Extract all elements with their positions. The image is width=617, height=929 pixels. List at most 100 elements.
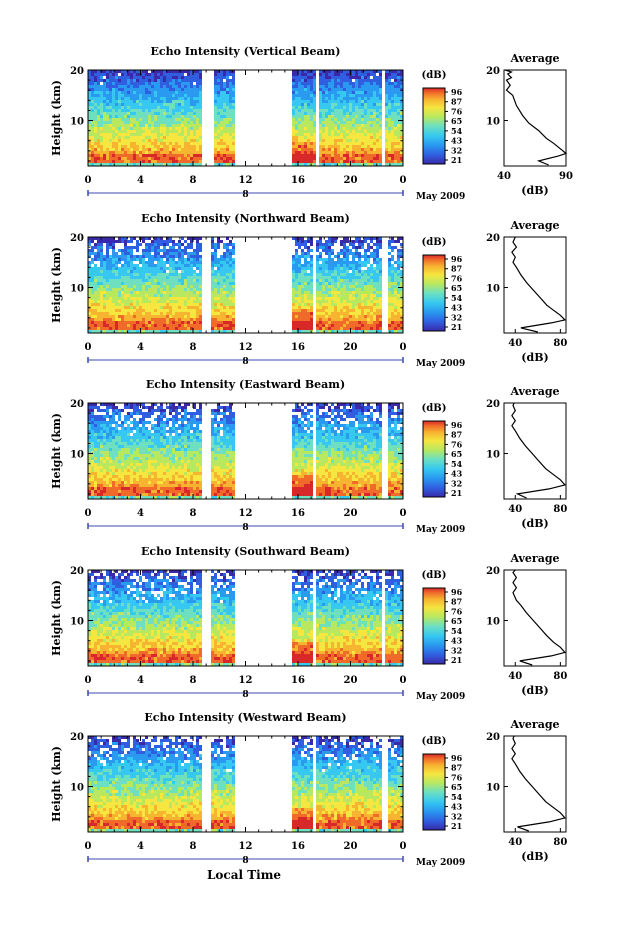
heatmap-cell — [103, 291, 106, 294]
heatmap-cell — [226, 76, 229, 79]
heatmap-cell — [367, 276, 370, 279]
heatmap-cell — [115, 139, 118, 142]
heatmap-cell — [388, 79, 391, 82]
heatmap-cell — [157, 240, 160, 243]
heatmap-cell — [352, 118, 355, 121]
heatmap-cell — [295, 151, 298, 154]
heatmap-cell — [103, 261, 106, 264]
heatmap-cell — [217, 267, 220, 270]
heatmap-cell — [301, 321, 304, 324]
heatmap-cell — [199, 73, 202, 76]
heatmap-cell — [319, 246, 322, 249]
heatmap-cell — [385, 151, 388, 154]
heatmap-cell — [112, 103, 115, 106]
heatmap-cell — [400, 136, 403, 139]
heatmap-cell — [115, 91, 118, 94]
heatmap-cell — [217, 121, 220, 124]
heatmap-cell — [115, 82, 118, 85]
heatmap-cell — [148, 282, 151, 285]
heatmap-cell — [91, 324, 94, 327]
heatmap-cell — [226, 100, 229, 103]
heatmap-cell — [220, 294, 223, 297]
heatmap-cell — [376, 264, 379, 267]
heatmap-cell — [187, 103, 190, 106]
heatmap-cell — [292, 324, 295, 327]
heatmap-cell — [214, 112, 217, 115]
heatmap-cell — [379, 106, 382, 109]
heatmap-cell — [172, 133, 175, 136]
heatmap-cell — [133, 300, 136, 303]
heatmap-cell — [394, 273, 397, 276]
heatmap-cell — [295, 73, 298, 76]
heatmap-cell — [124, 246, 127, 249]
heatmap-cell — [319, 148, 322, 151]
heatmap-cell — [187, 112, 190, 115]
heatmap-cell — [136, 273, 139, 276]
heatmap-cell — [130, 303, 133, 306]
heatmap-cell — [100, 324, 103, 327]
heatmap-cell — [88, 294, 91, 297]
heatmap-cell — [316, 273, 319, 276]
heatmap-cell — [187, 151, 190, 154]
heatmap-cell — [91, 321, 94, 324]
heatmap-cell — [178, 327, 181, 330]
heatmap-cell — [232, 243, 235, 246]
heatmap-cell — [397, 133, 400, 136]
heatmap-cell — [223, 142, 226, 145]
heatmap-cell — [103, 151, 106, 154]
heatmap-cell — [337, 294, 340, 297]
heatmap-cell — [319, 324, 322, 327]
heatmap-cell — [142, 130, 145, 133]
heatmap-cell — [196, 130, 199, 133]
heatmap-cell — [148, 300, 151, 303]
heatmap-cell — [145, 163, 148, 166]
heatmap-cell — [166, 130, 169, 133]
heatmap-cell — [367, 303, 370, 306]
heatmap-cell — [109, 115, 112, 118]
heatmap-cell — [310, 97, 313, 100]
heatmap-cell — [304, 252, 307, 255]
heatmap-cell — [94, 309, 97, 312]
heatmap-cell — [352, 291, 355, 294]
heatmap-cell — [175, 273, 178, 276]
heatmap-cell — [133, 136, 136, 139]
heatmap-cell — [331, 321, 334, 324]
heatmap-cell — [346, 240, 349, 243]
heatmap-cell — [142, 270, 145, 273]
heatmap-cell — [298, 85, 301, 88]
heatmap-cell — [376, 94, 379, 97]
heatmap-cell — [187, 270, 190, 273]
heatmap-cell — [100, 151, 103, 154]
heatmap-cell — [97, 145, 100, 148]
heatmap-cell — [196, 243, 199, 246]
heatmap-cell — [109, 327, 112, 330]
heatmap-cell — [316, 321, 319, 324]
heatmap-cell — [373, 115, 376, 118]
heatmap-cell — [97, 315, 100, 318]
heatmap-cell — [313, 142, 316, 145]
heatmap-cell — [106, 240, 109, 243]
heatmap-cell — [346, 148, 349, 151]
heatmap-cell — [328, 246, 331, 249]
heatmap-cell — [232, 291, 235, 294]
heatmap-cell — [232, 100, 235, 103]
heatmap-cell — [295, 300, 298, 303]
heatmap-cell — [136, 103, 139, 106]
heatmap-cell — [319, 306, 322, 309]
heatmap-cell — [199, 136, 202, 139]
heatmap-cell — [103, 240, 106, 243]
heatmap-cell — [181, 237, 184, 240]
heatmap-cell — [169, 163, 172, 166]
heatmap-cell — [343, 270, 346, 273]
heatmap-cell — [328, 318, 331, 321]
heatmap-cell — [352, 97, 355, 100]
heatmap-cell — [226, 133, 229, 136]
heatmap-cell — [367, 139, 370, 142]
heatmap-cell — [184, 85, 187, 88]
heatmap-cell — [142, 303, 145, 306]
heatmap-cell — [175, 112, 178, 115]
heatmap-cell — [373, 321, 376, 324]
heatmap-cell — [181, 273, 184, 276]
heatmap-cell — [376, 139, 379, 142]
heatmap-cell — [142, 258, 145, 261]
